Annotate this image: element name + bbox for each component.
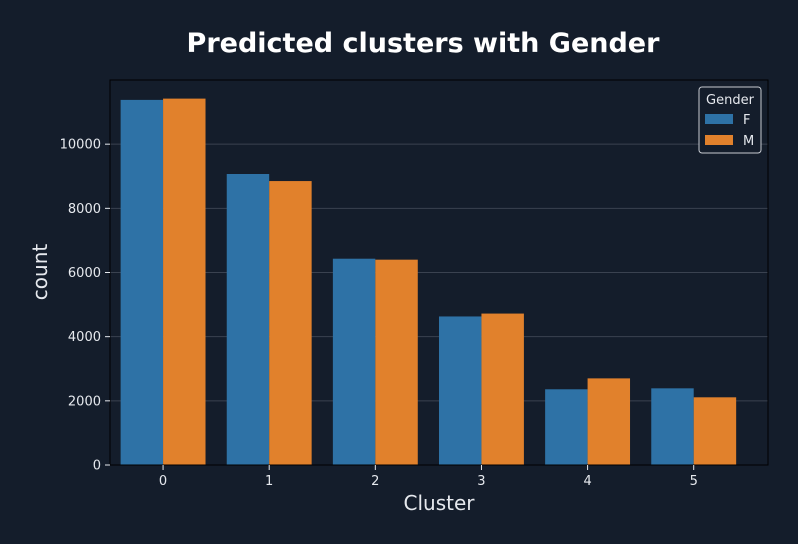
legend-swatch-m bbox=[705, 135, 733, 145]
x-tick-label-0: 0 bbox=[159, 474, 167, 489]
bar-f-cluster-0 bbox=[120, 99, 164, 466]
y-tick-label-0: 0 bbox=[93, 459, 101, 474]
bar-f-cluster-5 bbox=[651, 388, 694, 465]
y-tick-label-8000: 8000 bbox=[68, 202, 101, 217]
bar-m-cluster-5 bbox=[693, 397, 737, 465]
x-axis-label: Cluster bbox=[404, 491, 476, 515]
x-tick-label-2: 2 bbox=[371, 474, 379, 489]
bar-f-cluster-2 bbox=[332, 258, 376, 465]
bar-f-cluster-3 bbox=[439, 316, 482, 465]
bar-m-cluster-1 bbox=[269, 181, 312, 465]
legend-label-f: F bbox=[743, 113, 750, 128]
y-tick-label-4000: 4000 bbox=[68, 330, 101, 345]
x-tick-label-4: 4 bbox=[583, 474, 591, 489]
legend-title: Gender bbox=[706, 93, 755, 108]
y-axis-label: count bbox=[28, 244, 52, 301]
bar-f-cluster-4 bbox=[545, 389, 588, 465]
chart-title: Predicted clusters with Gender bbox=[187, 28, 661, 59]
y-axis-ticks: 0 2000 4000 6000 8000 10000 bbox=[60, 138, 110, 474]
bars bbox=[120, 98, 737, 466]
bar-m-cluster-3 bbox=[481, 313, 524, 465]
bar-f-cluster-1 bbox=[226, 174, 270, 466]
legend: Gender F M bbox=[698, 86, 762, 154]
legend-swatch-f bbox=[705, 114, 733, 124]
x-axis-ticks: 0 1 2 3 4 5 bbox=[159, 465, 698, 489]
bar-m-cluster-0 bbox=[163, 98, 206, 465]
x-tick-label-3: 3 bbox=[477, 474, 485, 489]
y-tick-label-10000: 10000 bbox=[60, 138, 101, 153]
bar-m-cluster-4 bbox=[587, 378, 631, 465]
legend-label-m: M bbox=[743, 134, 754, 149]
x-tick-label-5: 5 bbox=[690, 474, 698, 489]
y-tick-label-6000: 6000 bbox=[68, 266, 101, 281]
x-tick-label-1: 1 bbox=[265, 474, 273, 489]
y-tick-label-2000: 2000 bbox=[68, 394, 101, 409]
bar-m-cluster-2 bbox=[375, 259, 418, 465]
